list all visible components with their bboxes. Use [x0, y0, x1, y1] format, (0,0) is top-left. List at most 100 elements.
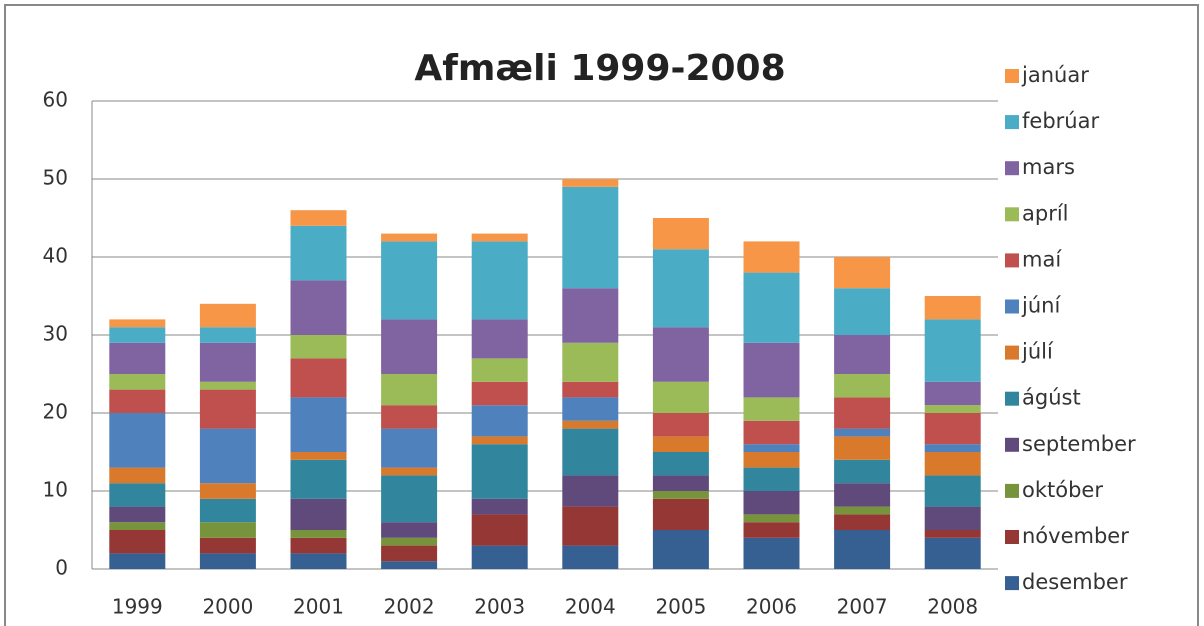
bar-segment — [834, 459, 891, 484]
legend-swatch — [1005, 161, 1019, 176]
x-tick-label: 2001 — [293, 595, 344, 619]
y-tick-label: 60 — [43, 88, 68, 112]
x-tick-label: 2003 — [474, 595, 525, 619]
bar-segment — [199, 327, 256, 343]
legend-label: desember — [1022, 570, 1128, 594]
bar-segment — [109, 413, 166, 468]
bar-segment — [743, 272, 800, 343]
bar-segment — [652, 436, 709, 452]
x-tick-label: 2000 — [202, 595, 253, 619]
bar-segment — [924, 452, 981, 476]
legend-label: janúar — [1021, 63, 1089, 87]
bar-segment — [834, 397, 891, 429]
bar-segment — [290, 553, 347, 569]
bar-segment — [109, 374, 166, 390]
bar-segment — [652, 327, 709, 382]
bar-segment — [109, 389, 166, 413]
bar-segment — [199, 553, 256, 569]
bar-segment — [109, 319, 166, 328]
bar-segment — [109, 467, 166, 484]
x-tick-label: 2006 — [746, 595, 797, 619]
bar-segment — [743, 491, 800, 515]
bar-segment — [471, 358, 528, 382]
bar-segment — [199, 522, 256, 538]
bar-segment — [562, 428, 619, 476]
bar-segment — [562, 545, 619, 569]
bar-segment — [290, 537, 347, 554]
x-tick-label: 2008 — [927, 595, 978, 619]
bar-segment — [924, 296, 981, 320]
bar-segment — [471, 319, 528, 359]
bar-segment — [562, 506, 619, 546]
legend-swatch — [1005, 530, 1019, 544]
bar-segment — [924, 405, 981, 413]
bar-segment — [924, 319, 981, 382]
bar-segment — [199, 537, 256, 554]
bar-segment — [290, 210, 347, 226]
legend-label: ágúst — [1022, 386, 1081, 410]
bar-segment — [562, 179, 619, 187]
bar-segment — [471, 514, 528, 546]
bar-segment — [290, 335, 347, 359]
legend-swatch — [1005, 345, 1019, 360]
y-tick-label: 10 — [43, 478, 68, 502]
bar-segment — [471, 545, 528, 569]
legend-swatch — [1005, 437, 1019, 452]
bar-segment — [109, 327, 166, 343]
legend-swatch — [1005, 391, 1019, 406]
bar-segment — [652, 249, 709, 328]
bar-segment — [743, 522, 800, 538]
bar-segment — [290, 498, 347, 530]
bar-segment — [652, 218, 709, 250]
bar-segment — [199, 498, 256, 523]
bar-segment — [471, 436, 528, 445]
bar-segment — [381, 537, 438, 546]
bar-segment — [924, 444, 981, 452]
bar-segment — [381, 319, 438, 374]
bar-segment — [109, 506, 166, 523]
bar-segment — [834, 335, 891, 374]
bar-segment — [109, 553, 166, 569]
bar-segment — [381, 374, 438, 406]
bar-segment — [290, 225, 347, 281]
bar-segment — [924, 381, 981, 406]
bar-segment — [652, 530, 709, 569]
legend-swatch — [1005, 69, 1019, 83]
y-tick-label: 30 — [43, 322, 68, 346]
bar-segment — [471, 233, 528, 242]
bar-segment — [381, 405, 438, 429]
bar-segment — [199, 303, 256, 328]
legend-label: nóvember — [1022, 524, 1129, 548]
bar-segment — [199, 389, 256, 429]
legend-swatch — [1005, 207, 1019, 222]
legend-label: maí — [1022, 247, 1062, 271]
y-tick-label: 0 — [55, 556, 68, 580]
bar-segment — [834, 288, 891, 335]
x-tick-label: 1999 — [112, 595, 163, 619]
legend-label: júlí — [1021, 340, 1054, 364]
bar-segment — [381, 561, 438, 569]
legend-label: október — [1022, 478, 1103, 502]
bar-segment — [562, 186, 619, 289]
bar-segment — [924, 413, 981, 445]
bar-segment — [109, 530, 166, 554]
bar-segment — [199, 342, 256, 382]
bar-segment — [743, 514, 800, 523]
bar-segment — [834, 436, 891, 460]
y-tick-label: 20 — [43, 400, 68, 424]
bar-segment — [199, 428, 256, 484]
bar-segment — [109, 483, 166, 507]
bar-segment — [743, 444, 800, 452]
bar-segment — [652, 452, 709, 476]
legend-swatch — [1005, 115, 1019, 130]
y-tick-label: 50 — [43, 166, 68, 190]
bar-segment — [290, 358, 347, 398]
bar-segment — [199, 483, 256, 499]
bar-segment — [471, 405, 528, 437]
bar-segment — [381, 233, 438, 242]
bar-segment — [199, 381, 256, 390]
bar-segment — [743, 452, 800, 468]
bar-segment — [834, 506, 891, 515]
bar-segment — [743, 420, 800, 445]
